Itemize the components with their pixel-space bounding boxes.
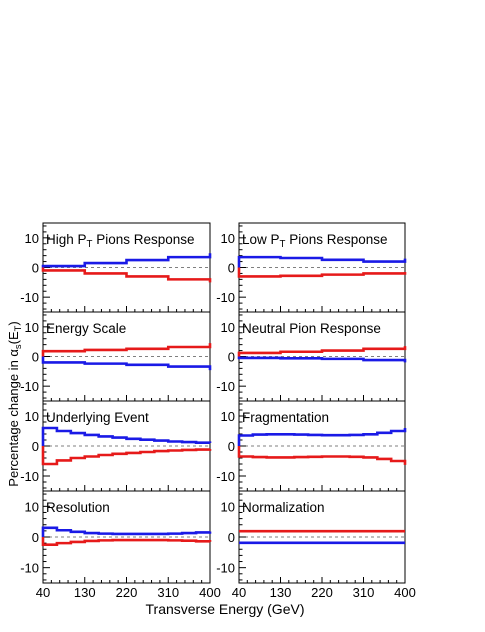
panel-title: Normalization xyxy=(242,500,325,515)
panel-normalization: 10 0 -10 Normalization xyxy=(216,490,406,584)
y-tick-label: -10 xyxy=(20,469,39,484)
y-tick-label: 10 xyxy=(221,320,235,335)
y-tick-label: -10 xyxy=(20,290,39,305)
y-tick-label: 0 xyxy=(32,261,39,276)
x-tick-label: 400 xyxy=(394,585,416,600)
y-tick-label: 10 xyxy=(25,499,39,514)
series-line-blue xyxy=(237,428,407,446)
series-line-red xyxy=(41,343,212,357)
panel-title: Underlying Event xyxy=(46,410,149,425)
series-line-blue xyxy=(237,255,407,268)
x-tick-label: 310 xyxy=(353,585,375,600)
panel-energy-scale: 10 0 -10 Energy Scale xyxy=(20,311,212,402)
panel-high-p-t-pions-response: 10 0 -10 High PT Pions Response xyxy=(20,222,212,313)
y-tick-label: 10 xyxy=(25,409,39,424)
x-tick-label: 130 xyxy=(74,585,96,600)
x-tick-label: 40 xyxy=(232,585,246,600)
panel-underlying-event: 10 0 -10 Underlying Event xyxy=(20,400,212,492)
y-tick-label: -10 xyxy=(216,379,235,394)
series-line-blue xyxy=(237,356,407,363)
panel-low-p-t-pions-response: 10 0 -10 Low PT Pions Response xyxy=(216,222,407,313)
y-tick-label: 10 xyxy=(221,231,235,246)
series-line-red xyxy=(237,346,407,357)
y-tick-label: 0 xyxy=(228,350,235,365)
panel-title: Low PT Pions Response xyxy=(242,232,388,250)
y-tick-label: 10 xyxy=(221,409,235,424)
y-tick-label: -10 xyxy=(216,469,235,484)
panel-grid: 10 0 -10 High PT Pions Response 10 0 -10 Low PT… xyxy=(20,222,416,600)
y-tick-label: -10 xyxy=(20,379,39,394)
y-tick-label: 10 xyxy=(25,320,39,335)
series-line-blue xyxy=(41,426,212,446)
series-line-red xyxy=(237,267,407,278)
y-tick-label: 10 xyxy=(25,231,39,246)
y-tick-label: 0 xyxy=(32,350,39,365)
x-tick-label: 40 xyxy=(36,585,50,600)
x-tick-label: 220 xyxy=(311,585,333,600)
x-tick-label: 220 xyxy=(116,585,138,600)
series-line-blue xyxy=(41,526,212,537)
y-tick-label: 0 xyxy=(228,530,235,545)
panel-title: Energy Scale xyxy=(46,321,126,336)
y-tick-label: -10 xyxy=(216,561,235,576)
y-tick-label: 0 xyxy=(228,261,235,276)
series-line-red xyxy=(41,537,212,546)
series-line-blue xyxy=(41,253,212,268)
y-tick-label: 10 xyxy=(221,499,235,514)
y-tick-label: 0 xyxy=(32,439,39,454)
x-tick-label: 130 xyxy=(270,585,292,600)
x-tick-label: 310 xyxy=(157,585,179,600)
series-line-red xyxy=(41,446,212,466)
x-tick-label: 400 xyxy=(199,585,221,600)
y-axis-label: Percentage change in αs(ET) xyxy=(6,321,23,486)
series-line-red xyxy=(41,267,212,283)
x-tick-labels: 40 130 220 310 400 40 130 220 310 400 xyxy=(36,585,416,600)
y-tick-label: 0 xyxy=(32,530,39,545)
panel-title: Neutral Pion Response xyxy=(242,321,381,336)
y-tick-label: -10 xyxy=(20,561,39,576)
panel-title: Fragmentation xyxy=(242,410,329,425)
panel-fragmentation: 10 0 -10 Fragmentation xyxy=(216,400,407,492)
series-line-red xyxy=(237,446,407,465)
series-line-blue xyxy=(41,356,212,371)
panel-resolution: 10 0 -10 Resolution xyxy=(20,490,212,584)
y-tick-label: 0 xyxy=(228,439,235,454)
y-tick-label: -10 xyxy=(216,290,235,305)
panel-title: Resolution xyxy=(46,500,110,515)
x-axis-label: Transverse Energy (GeV) xyxy=(146,601,305,617)
panel-neutral-pion-response: 10 0 -10 Neutral Pion Response xyxy=(216,311,407,402)
panel-title: High PT Pions Response xyxy=(46,232,195,250)
